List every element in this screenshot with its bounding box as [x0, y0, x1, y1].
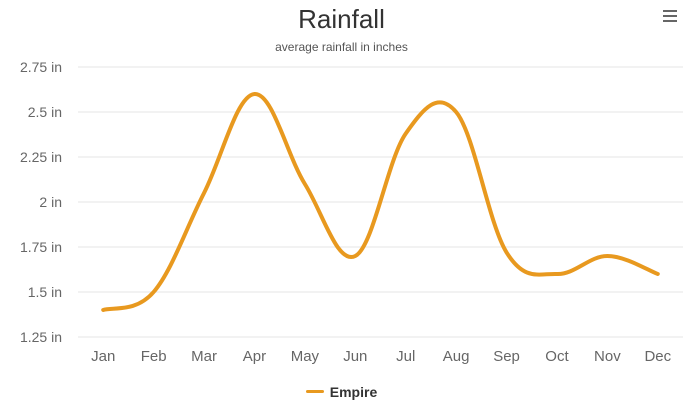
menu-bar	[663, 15, 677, 17]
y-tick-label: 2.75 in	[20, 59, 62, 75]
x-tick-label: Oct	[545, 348, 569, 365]
x-tick-label: Jun	[343, 348, 367, 365]
chart-subtitle: average rainfall in inches	[275, 40, 408, 54]
y-axis-ticks: 1.25 in 1.5 in 1.75 in 2 in 2.25 in 2.5 in 2.7…	[20, 59, 62, 345]
x-tick-label: Mar	[191, 348, 217, 365]
data-point[interactable]	[652, 268, 664, 280]
menu-bar	[663, 10, 677, 12]
hamburger-menu-icon[interactable]	[663, 10, 677, 24]
y-tick-label: 2 in	[39, 194, 62, 210]
x-tick-label: Apr	[243, 348, 266, 365]
data-point[interactable]	[248, 88, 260, 100]
data-point[interactable]	[97, 304, 109, 316]
menu-bar	[663, 20, 677, 22]
x-tick-label: Dec	[644, 348, 671, 365]
y-tick-label: 1.25 in	[20, 329, 62, 345]
y-tick-label: 2.25 in	[20, 149, 62, 165]
data-point[interactable]	[148, 286, 160, 298]
data-point[interactable]	[601, 250, 613, 262]
data-point[interactable]	[450, 106, 462, 118]
legend-swatch	[305, 390, 324, 393]
x-tick-label: Jul	[396, 348, 415, 365]
chart-title: Rainfall	[298, 4, 385, 34]
x-tick-label: Nov	[594, 348, 621, 365]
data-point[interactable]	[349, 250, 361, 262]
x-tick-label: Sep	[493, 348, 520, 365]
data-point[interactable]	[400, 128, 412, 140]
legend: Empire	[0, 380, 683, 400]
y-tick-label: 1.5 in	[28, 284, 62, 300]
y-tick-label: 1.75 in	[20, 239, 62, 255]
series-group	[97, 88, 664, 316]
series-line-empire[interactable]	[101, 92, 660, 312]
x-tick-label: May	[291, 348, 320, 365]
data-point[interactable]	[299, 178, 311, 190]
y-tick-label: 2.5 in	[28, 104, 62, 120]
data-point[interactable]	[501, 246, 513, 258]
grid-lines	[78, 66, 683, 338]
legend-item-empire[interactable]: Empire	[305, 383, 378, 400]
x-axis-ticks: Jan Feb Mar Apr May Jun Jul Aug Sep Oct Nov Dec	[91, 348, 672, 365]
data-point[interactable]	[198, 187, 210, 199]
x-tick-label: Aug	[443, 348, 470, 365]
x-tick-label: Jan	[91, 348, 115, 365]
data-point[interactable]	[551, 268, 563, 280]
legend-label: Empire	[329, 383, 378, 400]
x-tick-label: Feb	[141, 348, 167, 365]
